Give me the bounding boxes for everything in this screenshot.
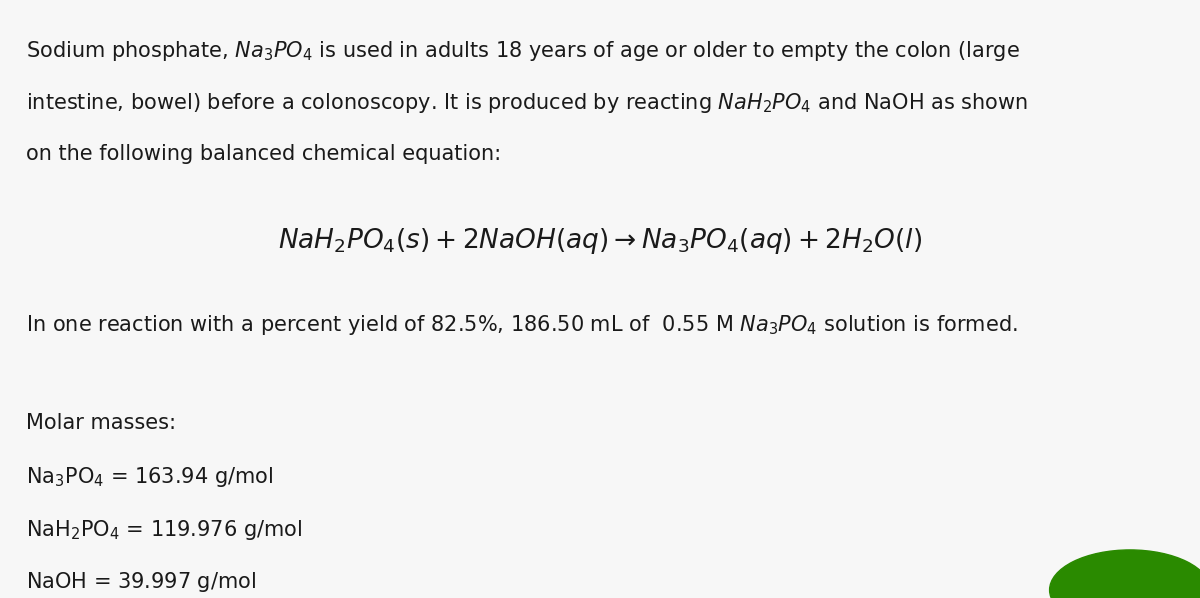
Text: $\mathregular{Na_3PO_4}$ = 163.94 g/mol: $\mathregular{Na_3PO_4}$ = 163.94 g/mol: [26, 465, 274, 489]
Text: In one reaction with a percent yield of 82.5%, 186.50 mL of  0.55 M $\mathit{Na_: In one reaction with a percent yield of …: [26, 313, 1018, 337]
Text: $\mathregular{NaOH}$ = 39.997 g/mol: $\mathregular{NaOH}$ = 39.997 g/mol: [26, 570, 257, 594]
Text: intestine, bowel) before a colonoscopy. It is produced by reacting $\mathit{NaH_: intestine, bowel) before a colonoscopy. …: [26, 91, 1028, 115]
Text: on the following balanced chemical equation:: on the following balanced chemical equat…: [26, 144, 502, 164]
Text: Molar masses:: Molar masses:: [26, 413, 176, 432]
Text: $\mathregular{NaH_2PO_4}$ = 119.976 g/mol: $\mathregular{NaH_2PO_4}$ = 119.976 g/mo…: [26, 518, 302, 542]
Text: Sodium phosphate, $\mathit{Na_3PO_4}$ is used in adults 18 years of age or older: Sodium phosphate, $\mathit{Na_3PO_4}$ is…: [26, 39, 1020, 63]
Text: $\mathit{NaH_2PO_4(s) + 2NaOH(aq)} \rightarrow \mathit{Na_3PO_4(aq) + 2H_2O(l)}$: $\mathit{NaH_2PO_4(s) + 2NaOH(aq)} \righ…: [278, 225, 922, 256]
